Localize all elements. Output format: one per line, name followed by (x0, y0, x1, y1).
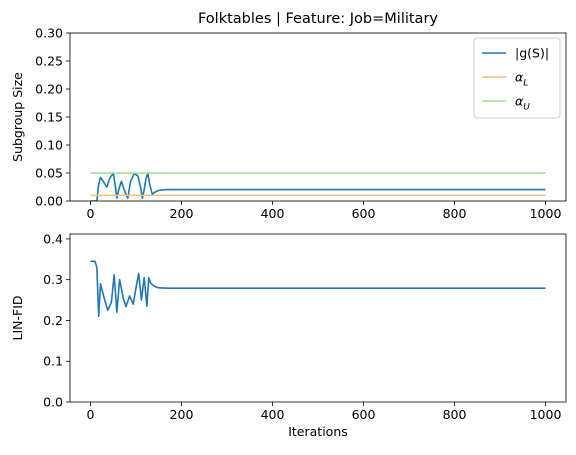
x-tick-label: 1000 (530, 206, 562, 221)
y-tick-label: 0.4 (43, 231, 63, 246)
series-line-gs (90, 172, 546, 201)
x-tick-label: 400 (261, 206, 285, 221)
legend: |g(S)| αL αU (473, 37, 561, 119)
y-tick-label: 0.05 (35, 166, 63, 181)
y-tick-label: 0.15 (35, 110, 63, 125)
y-tick-label: 0.3 (43, 272, 63, 287)
y-tick-label: 0.25 (35, 54, 63, 69)
y-tick-label: 0.10 (35, 138, 63, 153)
legend-entry: αL (515, 70, 528, 89)
y-tick-label: 0.2 (43, 313, 63, 328)
x-tick-label: 400 (261, 407, 285, 422)
bottom-subplot: 0 200 400 600 800 1000 0.0 0.1 0.2 0.3 0.4 LIN-FID I… (10, 231, 567, 439)
x-tick-label: 0 (87, 206, 95, 221)
x-tick-label: 0 (87, 407, 95, 422)
x-tick-label: 200 (170, 407, 194, 422)
x-tick-label: 800 (443, 407, 467, 422)
x-tick-label: 800 (443, 206, 467, 221)
legend-entry: |g(S)| (515, 46, 549, 61)
legend-box (473, 37, 561, 119)
x-tick-label: 200 (170, 206, 194, 221)
x-tick-label: 600 (352, 206, 376, 221)
x-tick-label: 600 (352, 407, 376, 422)
legend-entry: αU (515, 94, 530, 113)
y-tick-label: 0.20 (35, 82, 63, 97)
y-axis-label: Subgroup Size (10, 72, 25, 162)
axes-frame (69, 233, 567, 403)
y-tick-label: 0.30 (35, 26, 63, 41)
y-tick-label: 0.00 (35, 194, 63, 209)
x-axis-label: Iterations (288, 424, 348, 439)
top-subplot: 0 200 400 600 800 1000 0.00 0.05 0.10 0.15 0.20 0.2… (10, 26, 567, 221)
chart-title: Folktables | Feature: Job=Military (198, 11, 438, 27)
y-tick-label: 0.0 (43, 395, 63, 410)
x-tick-label: 1000 (530, 407, 562, 422)
y-axis-label: LIN-FID (10, 295, 25, 340)
series-line-lin-fid (90, 260, 546, 318)
y-tick-label: 0.1 (43, 354, 63, 369)
